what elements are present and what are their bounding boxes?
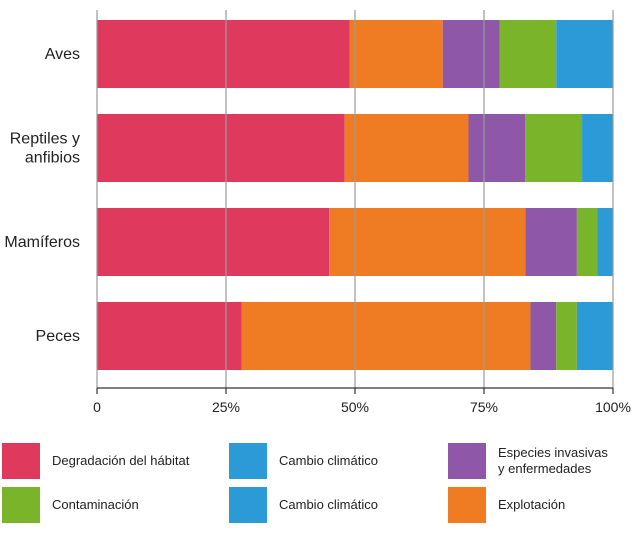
bar-segment-0-1 bbox=[349, 20, 443, 88]
x-tick-label-0: 0 bbox=[93, 399, 101, 415]
bar-segment-1-0 bbox=[97, 114, 345, 182]
legend-label-1: Explotación bbox=[498, 496, 566, 512]
bar-segment-3-0 bbox=[97, 302, 242, 370]
legend-item-2: Especies invasivas y enfermedades bbox=[448, 443, 608, 479]
x-tick-label-4: 100% bbox=[595, 399, 631, 415]
bar-segment-0-0 bbox=[97, 20, 350, 88]
legend-swatch-4 bbox=[229, 443, 267, 479]
stacked-bar-chart: 0 25% 50% 75% 100% Aves Reptiles y anfibios Mam… bbox=[4, 10, 631, 415]
bar-segment-3-3 bbox=[556, 302, 577, 370]
legend-item-1: Explotación bbox=[448, 487, 565, 523]
legend-item-4: Cambio climático bbox=[229, 443, 378, 479]
bar-segment-1-3 bbox=[525, 114, 583, 182]
category-label-0: Aves bbox=[45, 46, 80, 63]
x-tick-label-3: 75% bbox=[470, 399, 498, 415]
legend-item-3: Contaminación bbox=[2, 487, 139, 523]
bar-segment-3-4 bbox=[576, 302, 613, 370]
bar-segment-2-2 bbox=[525, 208, 577, 276]
bar-segment-1-2 bbox=[468, 114, 526, 182]
x-tick-label-1: 25% bbox=[212, 399, 240, 415]
bar-segment-2-4 bbox=[597, 208, 613, 276]
category-label-3: Peces bbox=[36, 328, 80, 345]
legend-item-4: Cambio climático bbox=[229, 487, 378, 523]
category-label-2: Mamíferos bbox=[4, 234, 80, 251]
bar-segment-2-1 bbox=[329, 208, 526, 276]
legend-label-4: Cambio climático bbox=[279, 452, 378, 468]
legend-item-0: Degradación del hábitat bbox=[2, 443, 189, 479]
bar-segment-0-3 bbox=[499, 20, 557, 88]
legend-swatch-1 bbox=[448, 487, 486, 523]
bar-segment-3-1 bbox=[241, 302, 531, 370]
legend-label-4: Cambio climático bbox=[279, 496, 378, 512]
category-label-1: Reptiles y anfibios bbox=[10, 131, 80, 167]
bars-layer bbox=[97, 20, 613, 370]
legend-swatch-0 bbox=[2, 443, 40, 479]
bar-segment-0-4 bbox=[556, 20, 613, 88]
bar-segment-2-3 bbox=[576, 208, 598, 276]
legend-label-0: Degradación del hábitat bbox=[52, 452, 190, 468]
axis-layer: 0 25% 50% 75% 100% bbox=[93, 387, 631, 415]
legend-swatch-3 bbox=[2, 487, 40, 523]
bar-segment-1-4 bbox=[582, 114, 613, 182]
labels-layer: Aves Reptiles y anfibios Mamíferos Peces bbox=[4, 46, 80, 345]
legend-label-2: Especies invasivas y enfermedades bbox=[498, 444, 608, 476]
legend-label-3: Contaminación bbox=[52, 496, 139, 512]
bar-segment-1-1 bbox=[344, 114, 469, 182]
bar-segment-2-0 bbox=[97, 208, 330, 276]
grid-layer bbox=[96, 10, 614, 388]
legend-swatch-2 bbox=[448, 443, 486, 479]
bar-segment-0-2 bbox=[442, 20, 500, 88]
bar-segment-3-2 bbox=[530, 302, 557, 370]
x-tick-label-2: 50% bbox=[341, 399, 369, 415]
legend-swatch-4 bbox=[229, 487, 267, 523]
